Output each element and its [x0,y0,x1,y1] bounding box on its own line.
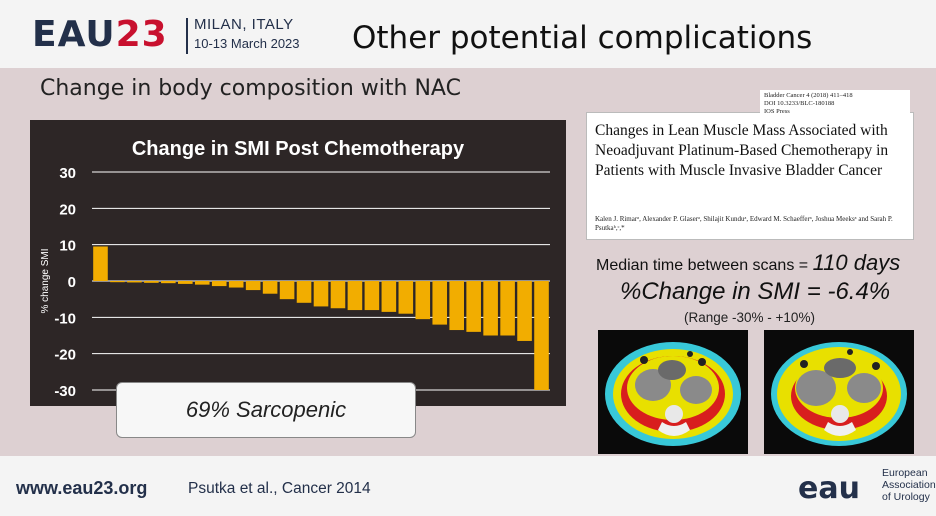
y-axis-label: % change SMI [40,248,51,313]
congress-url[interactable]: www.eau23.org [16,478,148,498]
paper-authors: Kalen J. Rimarᵃ, Alexander P. Glaserᵃ, S… [595,215,893,232]
bar [466,281,481,332]
slide-subtitle: Change in body composition with NAC [40,76,461,101]
org-line: European [882,467,928,479]
slide-header: EAU23 MILAN, ITALY 10-13 March 2023 Othe… [0,0,936,68]
y-tick-label: 0 [68,274,76,291]
chart-canvas: 30 20 10 0 -10 -20 -30 % change SMI [40,165,550,400]
paper-journal: Bladder Cancer 4 (2018) 411–418 [764,92,853,99]
congress-dates: 10-13 March 2023 [194,36,300,51]
chart-title: Change in SMI Post Chemotherapy [131,138,465,160]
bar [534,281,549,390]
org-line: Association [882,479,936,491]
y-tick-label: -30 [54,383,76,400]
bar [432,281,448,325]
median-value: 110 days [812,250,901,275]
bar [228,281,244,288]
eau23-logo: EAU23 [32,14,168,55]
slide-footer: www.eau23.org Psutka et al., Cancer 2014… [0,456,936,516]
smi-chart: Change in SMI Post Chemotherapy 30 20 10 0 -… [30,120,566,406]
bar [93,246,108,281]
congress-city: MILAN, ITALY [194,16,294,33]
median-label: Median time between scans = [596,257,813,274]
eau-org-name: European Association of Urology [882,467,936,503]
eau-logo-icon: eau [798,471,860,504]
bar [296,281,312,303]
ct-scan-after [764,330,914,454]
slide-title: Other potential complications [352,20,813,56]
paper-doi: DOI 10.3233/BLC-180188 [764,100,835,107]
bar [110,281,125,283]
eau-logo-text: eau [798,471,860,504]
bar [245,281,261,291]
y-tick-label: 30 [59,165,76,182]
paper-publisher: IOS Press [764,108,790,115]
paper-excerpt: Changes in Lean Muscle Mass Associated w… [586,112,914,240]
sarcopenic-callout: 69% Sarcopenic [116,382,416,438]
bar [381,281,397,312]
bar [144,281,159,283]
bar [517,281,532,341]
org-line: of Urology [882,491,930,503]
y-tick-label: 10 [59,238,76,255]
bar [415,281,431,320]
paper-title: Changes in Lean Muscle Mass Associated w… [595,122,889,179]
bar [262,281,278,294]
y-tick-label: -20 [54,347,76,364]
bar [194,281,210,285]
bar [364,281,380,311]
paper-meta: Bladder Cancer 4 (2018) 411–418 DOI 10.3… [760,90,910,118]
bar [330,281,346,309]
bar [500,281,515,336]
bar [279,281,295,300]
smi-change: %Change in SMI = -6.4% [620,278,891,305]
bar [347,281,363,311]
logo-divider [186,18,188,54]
median-time: Median time between scans = 110 days [596,250,900,276]
y-tick-label: -10 [54,310,76,327]
smi-range: (Range -30% - +10%) [684,310,815,325]
bar [161,281,176,284]
bar [211,281,227,287]
ct-scan-before [598,330,748,454]
bar [178,281,193,284]
bar [483,281,498,336]
y-tick-label: 20 [59,201,76,218]
citation: Psutka et al., Cancer 2014 [188,480,371,497]
bar [127,281,142,283]
bar [449,281,464,331]
bar [313,281,329,307]
bar [398,281,414,314]
